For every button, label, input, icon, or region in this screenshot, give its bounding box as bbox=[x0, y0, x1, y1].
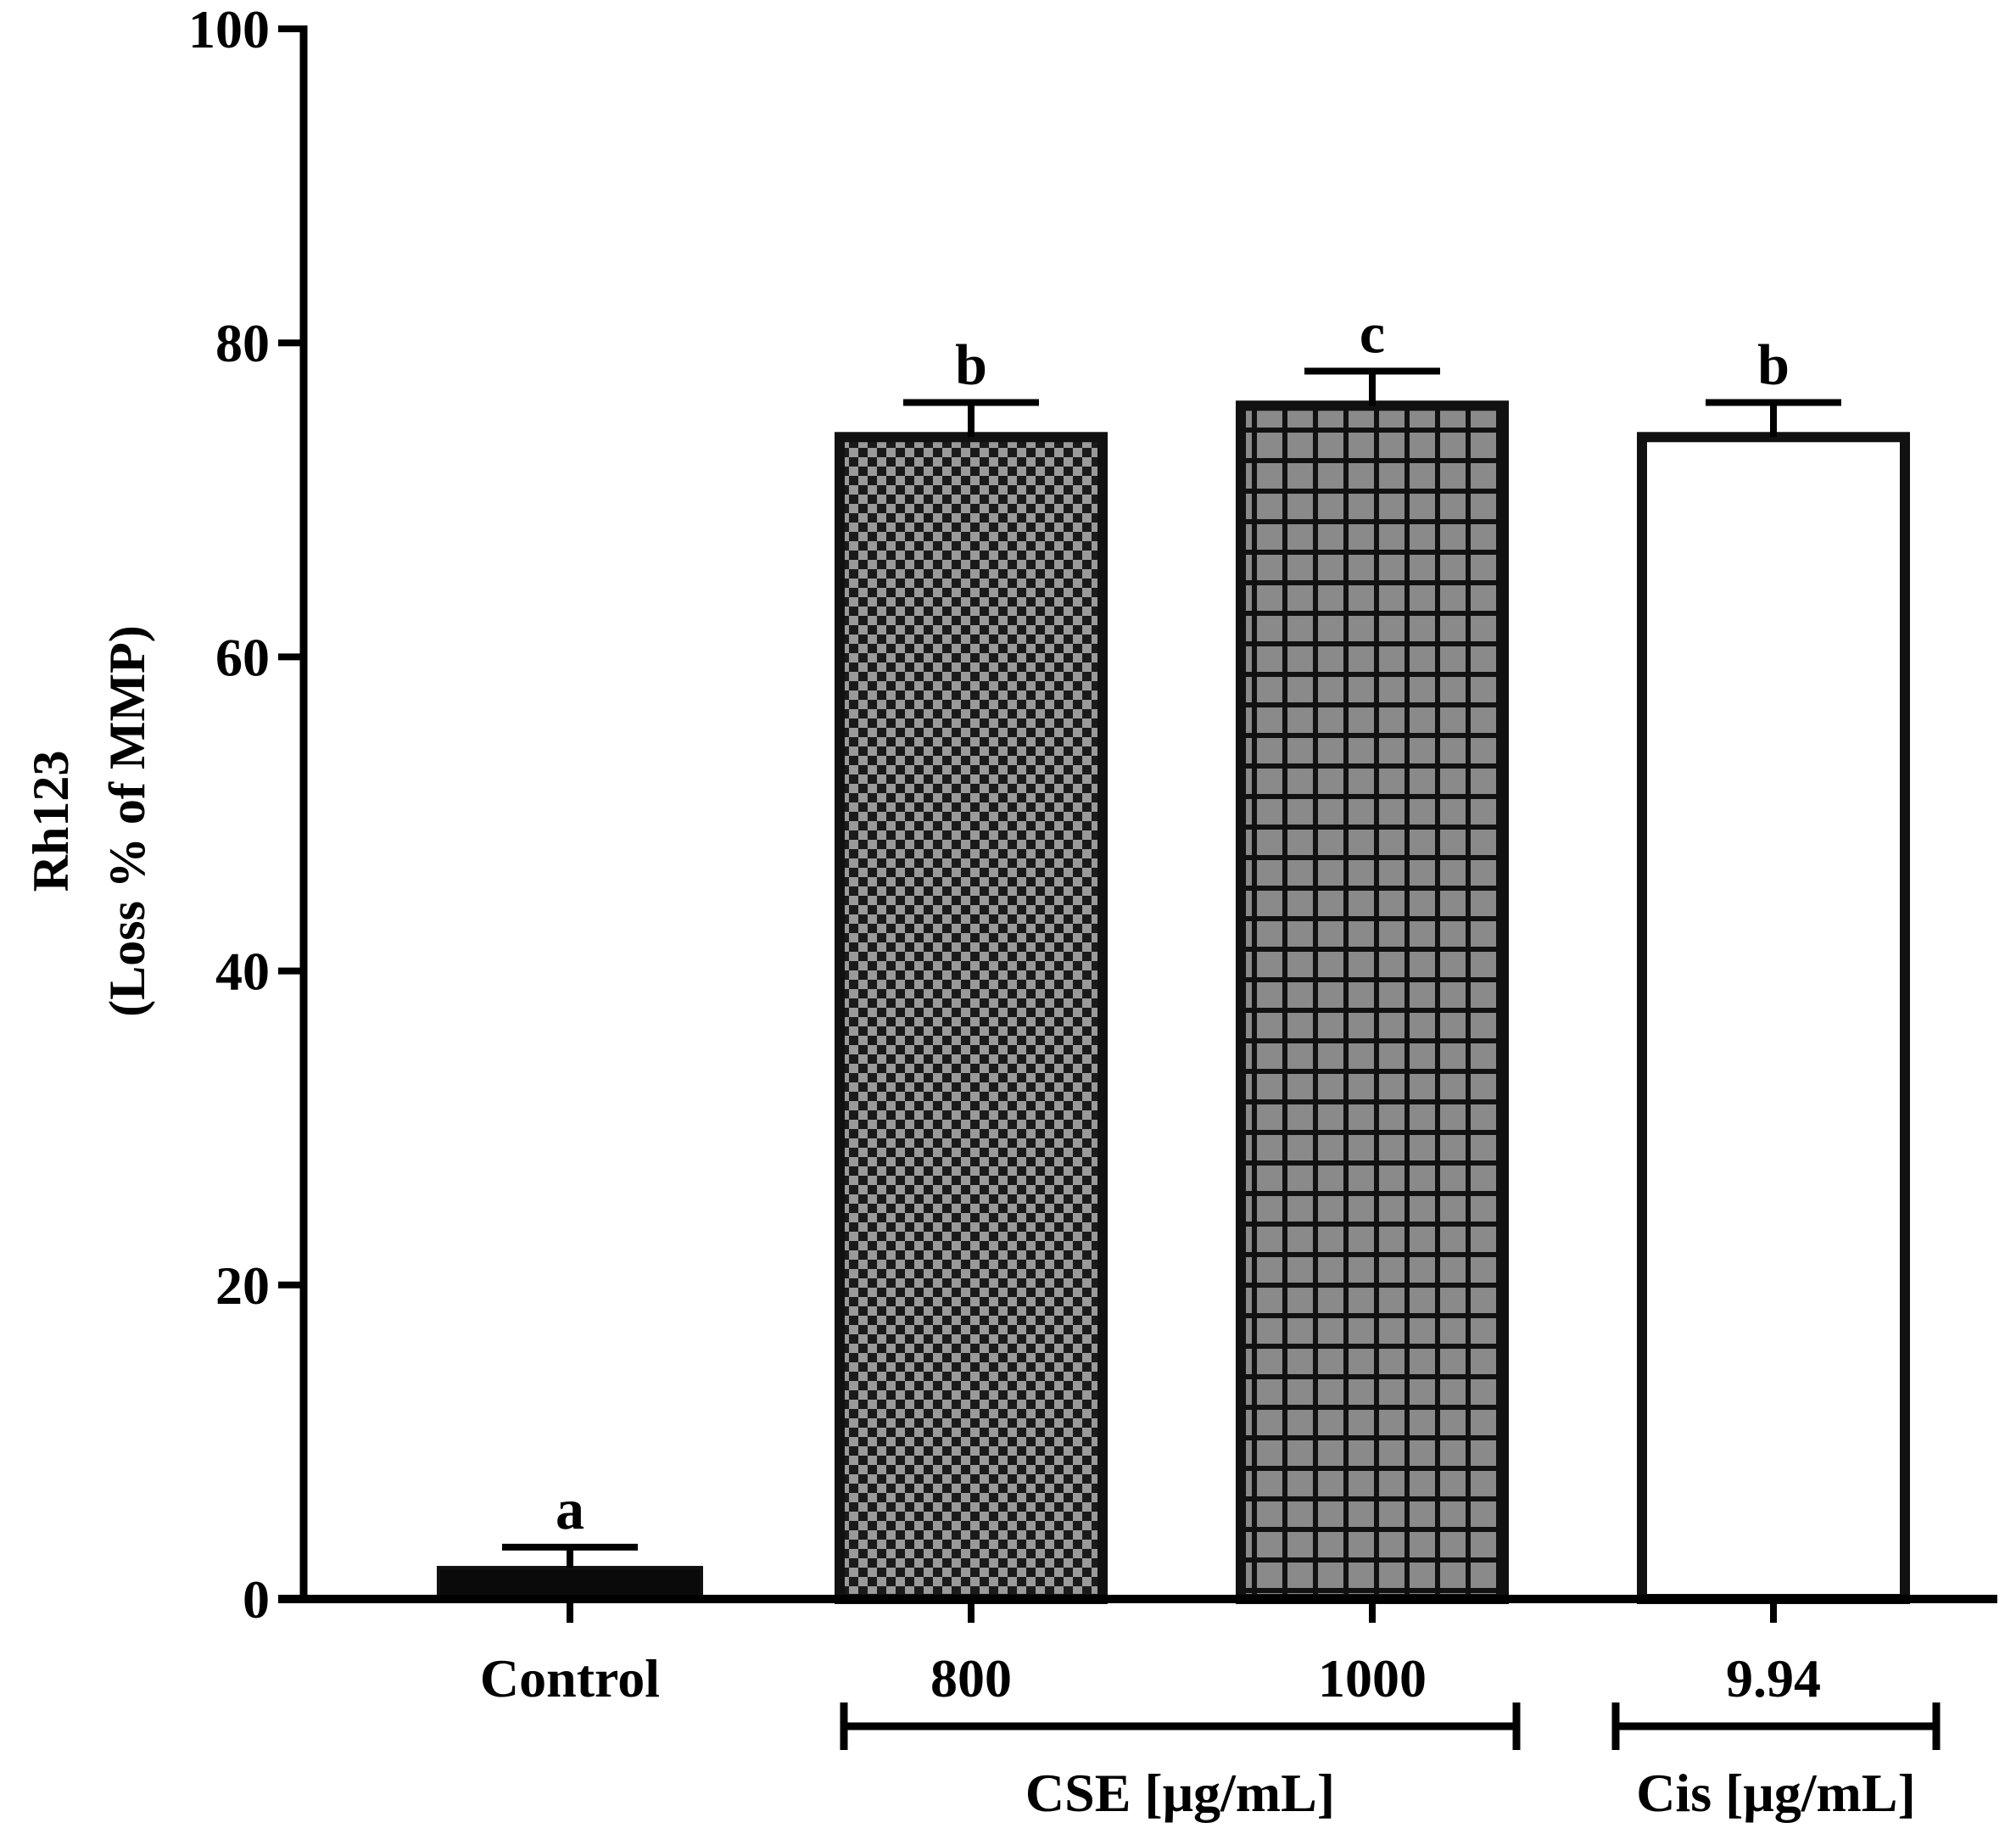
y-axis-title: Rh123 (Loss % of MMP) bbox=[23, 625, 155, 1017]
significance-letter: a bbox=[556, 1477, 584, 1541]
x-tick-label: Control bbox=[480, 1648, 660, 1708]
bar bbox=[835, 432, 1108, 1604]
significance-letter: b bbox=[955, 333, 987, 397]
bar bbox=[1637, 432, 1910, 1604]
y-tick-label: 60 bbox=[215, 627, 270, 687]
bars: a b c b bbox=[437, 301, 1910, 1604]
bar bbox=[1236, 400, 1509, 1604]
y-axis-title-line1: Rh123 bbox=[23, 751, 79, 892]
y-tick-label: 100 bbox=[188, 0, 270, 59]
y-axis-title-line2: (Loss % of MMP) bbox=[99, 625, 155, 1017]
y-axis: 0 20 40 60 80 100 bbox=[188, 0, 308, 1630]
bar bbox=[437, 1565, 703, 1601]
significance-letter: c bbox=[1360, 301, 1385, 366]
x-tick-label: 800 bbox=[930, 1648, 1012, 1708]
y-tick-label: 40 bbox=[215, 942, 270, 1002]
x-axis: Control 800 1000 9.94 bbox=[278, 1595, 1997, 1708]
significance-letter: b bbox=[1757, 333, 1790, 397]
group-label: Cis [μg/mL] bbox=[1636, 1763, 1916, 1823]
y-tick-label: 20 bbox=[215, 1255, 270, 1316]
category-groups: CSE [μg/mL] Cis [μg/mL] bbox=[840, 1702, 1941, 1823]
x-tick-label: 1000 bbox=[1318, 1648, 1427, 1708]
group-label: CSE [μg/mL] bbox=[1025, 1763, 1335, 1823]
x-tick-label: 9.94 bbox=[1726, 1648, 1821, 1708]
y-tick-label: 80 bbox=[215, 313, 270, 373]
y-tick-label: 0 bbox=[243, 1569, 270, 1630]
